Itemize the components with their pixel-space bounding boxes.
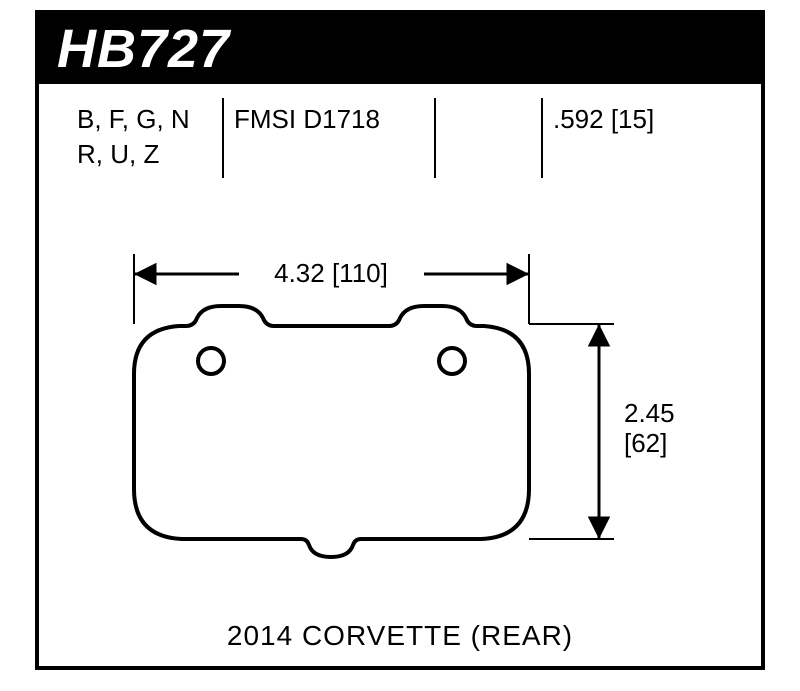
part-number-header: HB727 xyxy=(39,14,761,84)
compound-codes: B, F, G, N R, U, Z xyxy=(67,102,222,172)
mounting-hole-left xyxy=(198,348,224,374)
part-number: HB727 xyxy=(57,19,230,79)
height-dim-label-2: [62] xyxy=(624,428,667,458)
fmsi-code: FMSI D1718 xyxy=(224,102,434,137)
dimension-diagram: 4.32 [110] 2.45 [62] xyxy=(39,214,761,634)
pad-outline xyxy=(134,306,529,557)
diagram-svg: 4.32 [110] 2.45 [62] xyxy=(39,214,769,614)
application-label: 2014 CORVETTE (REAR) xyxy=(39,620,761,652)
thickness-spec: .592 [15] xyxy=(543,102,693,137)
mounting-hole-right xyxy=(439,348,465,374)
spec-row: B, F, G, N R, U, Z FMSI D1718 .592 [15] xyxy=(39,84,761,178)
height-dim-label-1: 2.45 xyxy=(624,398,675,428)
width-dim-label: 4.32 [110] xyxy=(274,258,388,288)
codes-line-2: R, U, Z xyxy=(77,137,212,172)
divider xyxy=(434,98,436,178)
spec-frame: HB727 B, F, G, N R, U, Z FMSI D1718 .592… xyxy=(35,10,765,670)
codes-line-1: B, F, G, N xyxy=(77,102,212,137)
